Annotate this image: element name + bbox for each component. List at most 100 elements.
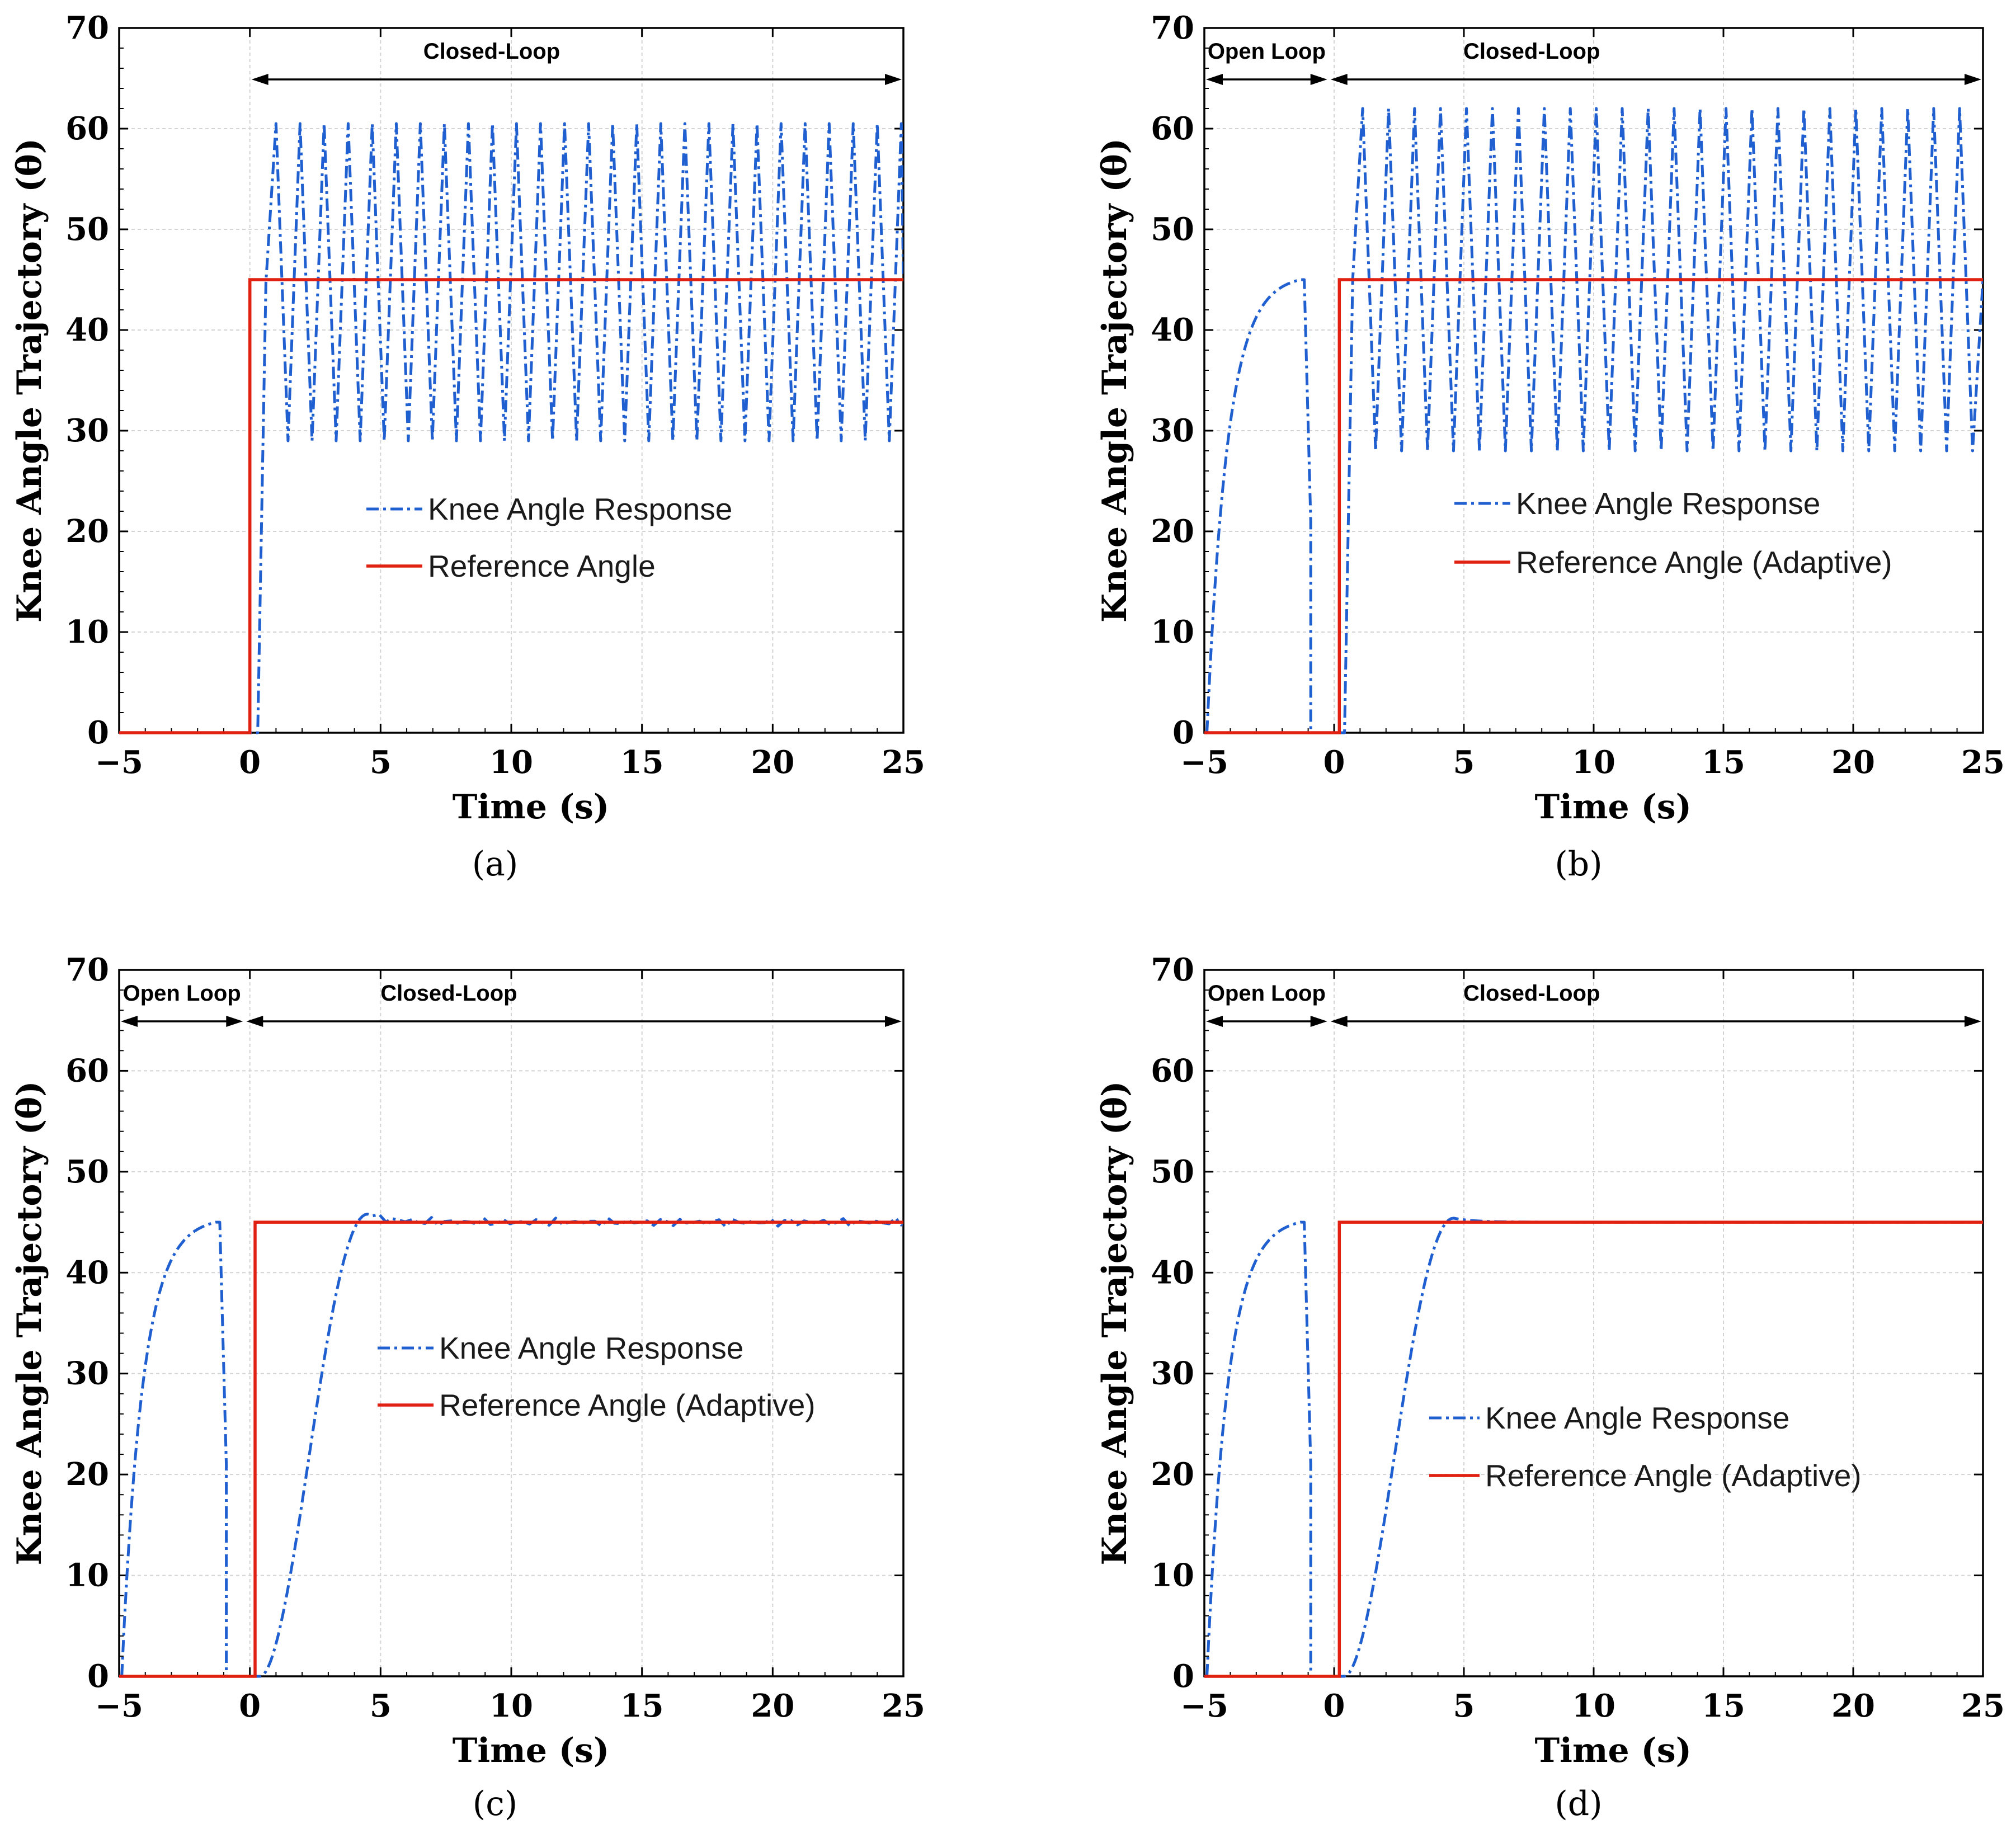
legend-entry: Knee Angle Response	[1516, 486, 1820, 521]
y-axis-title: Knee Angle Trajectory (θ)	[1095, 1081, 1134, 1565]
y-tick-label: 10	[1151, 614, 1194, 651]
x-tick-label: −5	[1180, 1688, 1228, 1724]
arrow-head-right	[1965, 74, 1981, 85]
x-tick-label: 25	[1961, 1688, 2005, 1724]
x-tick-label: 15	[1702, 744, 1745, 781]
phase-label: Closed-Loop	[423, 39, 560, 64]
knee-angle-response-line	[120, 1213, 903, 1678]
phase-label: Open Loop	[1208, 981, 1326, 1006]
legend-entry: Reference Angle (Adaptive)	[1516, 545, 1892, 579]
y-tick-label: 30	[65, 1355, 109, 1392]
x-tick-label: −5	[1180, 744, 1228, 781]
phase-label: Open Loop	[1208, 39, 1326, 64]
y-tick-label: 60	[65, 1052, 109, 1089]
arrow-head-left	[246, 1016, 263, 1027]
legend: Knee Angle Response Reference Angle (Adap…	[1429, 1401, 1862, 1493]
arrow-head-left	[121, 1016, 138, 1027]
y-tick-label: 0	[87, 1658, 109, 1695]
arrow-head-left	[251, 74, 269, 85]
phase-label: Open Loop	[123, 981, 241, 1006]
y-tick-label: 40	[65, 312, 109, 348]
x-tick-label: 10	[489, 1688, 533, 1724]
x-tick-label: 0	[239, 1688, 261, 1724]
y-tick-label: 0	[1172, 1658, 1194, 1695]
y-tick-label: 70	[65, 10, 109, 46]
knee-angle-response-line	[119, 122, 903, 734]
x-tick-label: 25	[882, 1688, 925, 1724]
legend-entry: Knee Angle Response	[1485, 1401, 1789, 1435]
y-axis-title: Knee Angle Trajectory (θ)	[10, 138, 49, 623]
panel-caption: (c)	[473, 1784, 517, 1823]
legend-entry: Knee Angle Response	[439, 1331, 743, 1365]
y-axis-title: Knee Angle Trajectory (θ)	[10, 1081, 49, 1565]
phase-label: Closed-Loop	[1463, 981, 1600, 1006]
legend-entry: Reference Angle (Adaptive)	[1485, 1458, 1862, 1493]
x-axis-title: Time (s)	[1535, 788, 1692, 827]
y-tick-label: 20	[1151, 1456, 1194, 1493]
x-axis-title: Time (s)	[453, 788, 610, 827]
y-tick-label: 40	[1151, 1254, 1194, 1291]
y-tick-label: 60	[65, 110, 109, 147]
phase-label: Closed-Loop	[1463, 39, 1600, 64]
x-tick-label: 10	[489, 744, 533, 781]
y-tick-label: 30	[1151, 412, 1194, 449]
y-tick-label: 50	[65, 1153, 109, 1190]
x-tick-label: 25	[1961, 744, 2005, 781]
knee-angle-response-line	[1205, 107, 1983, 734]
y-tick-label: 10	[65, 614, 109, 651]
y-tick-label: 70	[65, 951, 109, 988]
y-tick-label: 70	[1151, 951, 1194, 988]
y-tick-label: 40	[1151, 312, 1194, 348]
y-tick-label: 20	[65, 1456, 109, 1493]
x-axis-title: Time (s)	[453, 1731, 610, 1770]
x-tick-label: 5	[370, 744, 392, 781]
arrow-head-right	[1310, 74, 1327, 85]
legend-entry: Reference Angle	[428, 549, 656, 583]
x-tick-label: 5	[1453, 1688, 1475, 1724]
arrow-head-left	[1206, 1016, 1223, 1027]
arrow-head-right	[885, 74, 902, 85]
x-tick-label: 20	[1831, 1688, 1875, 1724]
arrow-head-right	[226, 1016, 243, 1027]
x-tick-label: 20	[751, 744, 794, 781]
y-tick-label: 30	[65, 412, 109, 449]
y-tick-label: 60	[1151, 110, 1194, 147]
x-tick-label: 0	[1323, 744, 1345, 781]
y-tick-label: 0	[87, 714, 109, 751]
x-tick-label: 20	[751, 1688, 794, 1724]
panel-caption: (d)	[1555, 1784, 1602, 1823]
legend-entry: Reference Angle (Adaptive)	[439, 1388, 816, 1422]
x-tick-label: 0	[239, 744, 261, 781]
x-tick-label: −5	[95, 744, 143, 781]
x-tick-label: 15	[620, 744, 664, 781]
x-tick-label: 10	[1572, 1688, 1615, 1724]
legend-entry: Knee Angle Response	[428, 492, 732, 526]
panel-caption: (b)	[1555, 845, 1602, 884]
y-tick-label: 60	[1151, 1052, 1194, 1089]
y-tick-label: 30	[1151, 1355, 1194, 1392]
x-tick-label: 5	[370, 1688, 392, 1724]
legend: Knee Angle Response Reference Angle	[366, 492, 732, 583]
arrow-head-right	[1965, 1016, 1981, 1027]
y-tick-label: 10	[65, 1557, 109, 1594]
y-tick-label: 70	[1151, 10, 1194, 46]
x-tick-label: 15	[620, 1688, 664, 1724]
reference-angle-line	[1204, 278, 1983, 734]
y-tick-label: 40	[65, 1254, 109, 1291]
phase-label: Closed-Loop	[380, 981, 517, 1006]
x-tick-label: 15	[1702, 1688, 1745, 1724]
reference-angle-line	[1204, 1220, 1983, 1678]
arrow-head-left	[1330, 74, 1348, 85]
x-tick-label: 10	[1572, 744, 1615, 781]
y-tick-label: 0	[1172, 714, 1194, 751]
panel-caption: (a)	[472, 845, 519, 884]
y-tick-label: 10	[1151, 1557, 1194, 1594]
reference-angle-line	[119, 1220, 903, 1678]
y-tick-label: 50	[65, 211, 109, 248]
arrow-head-left	[1206, 74, 1223, 85]
arrow-head-left	[1330, 1016, 1348, 1027]
x-tick-label: 0	[1323, 1688, 1345, 1724]
